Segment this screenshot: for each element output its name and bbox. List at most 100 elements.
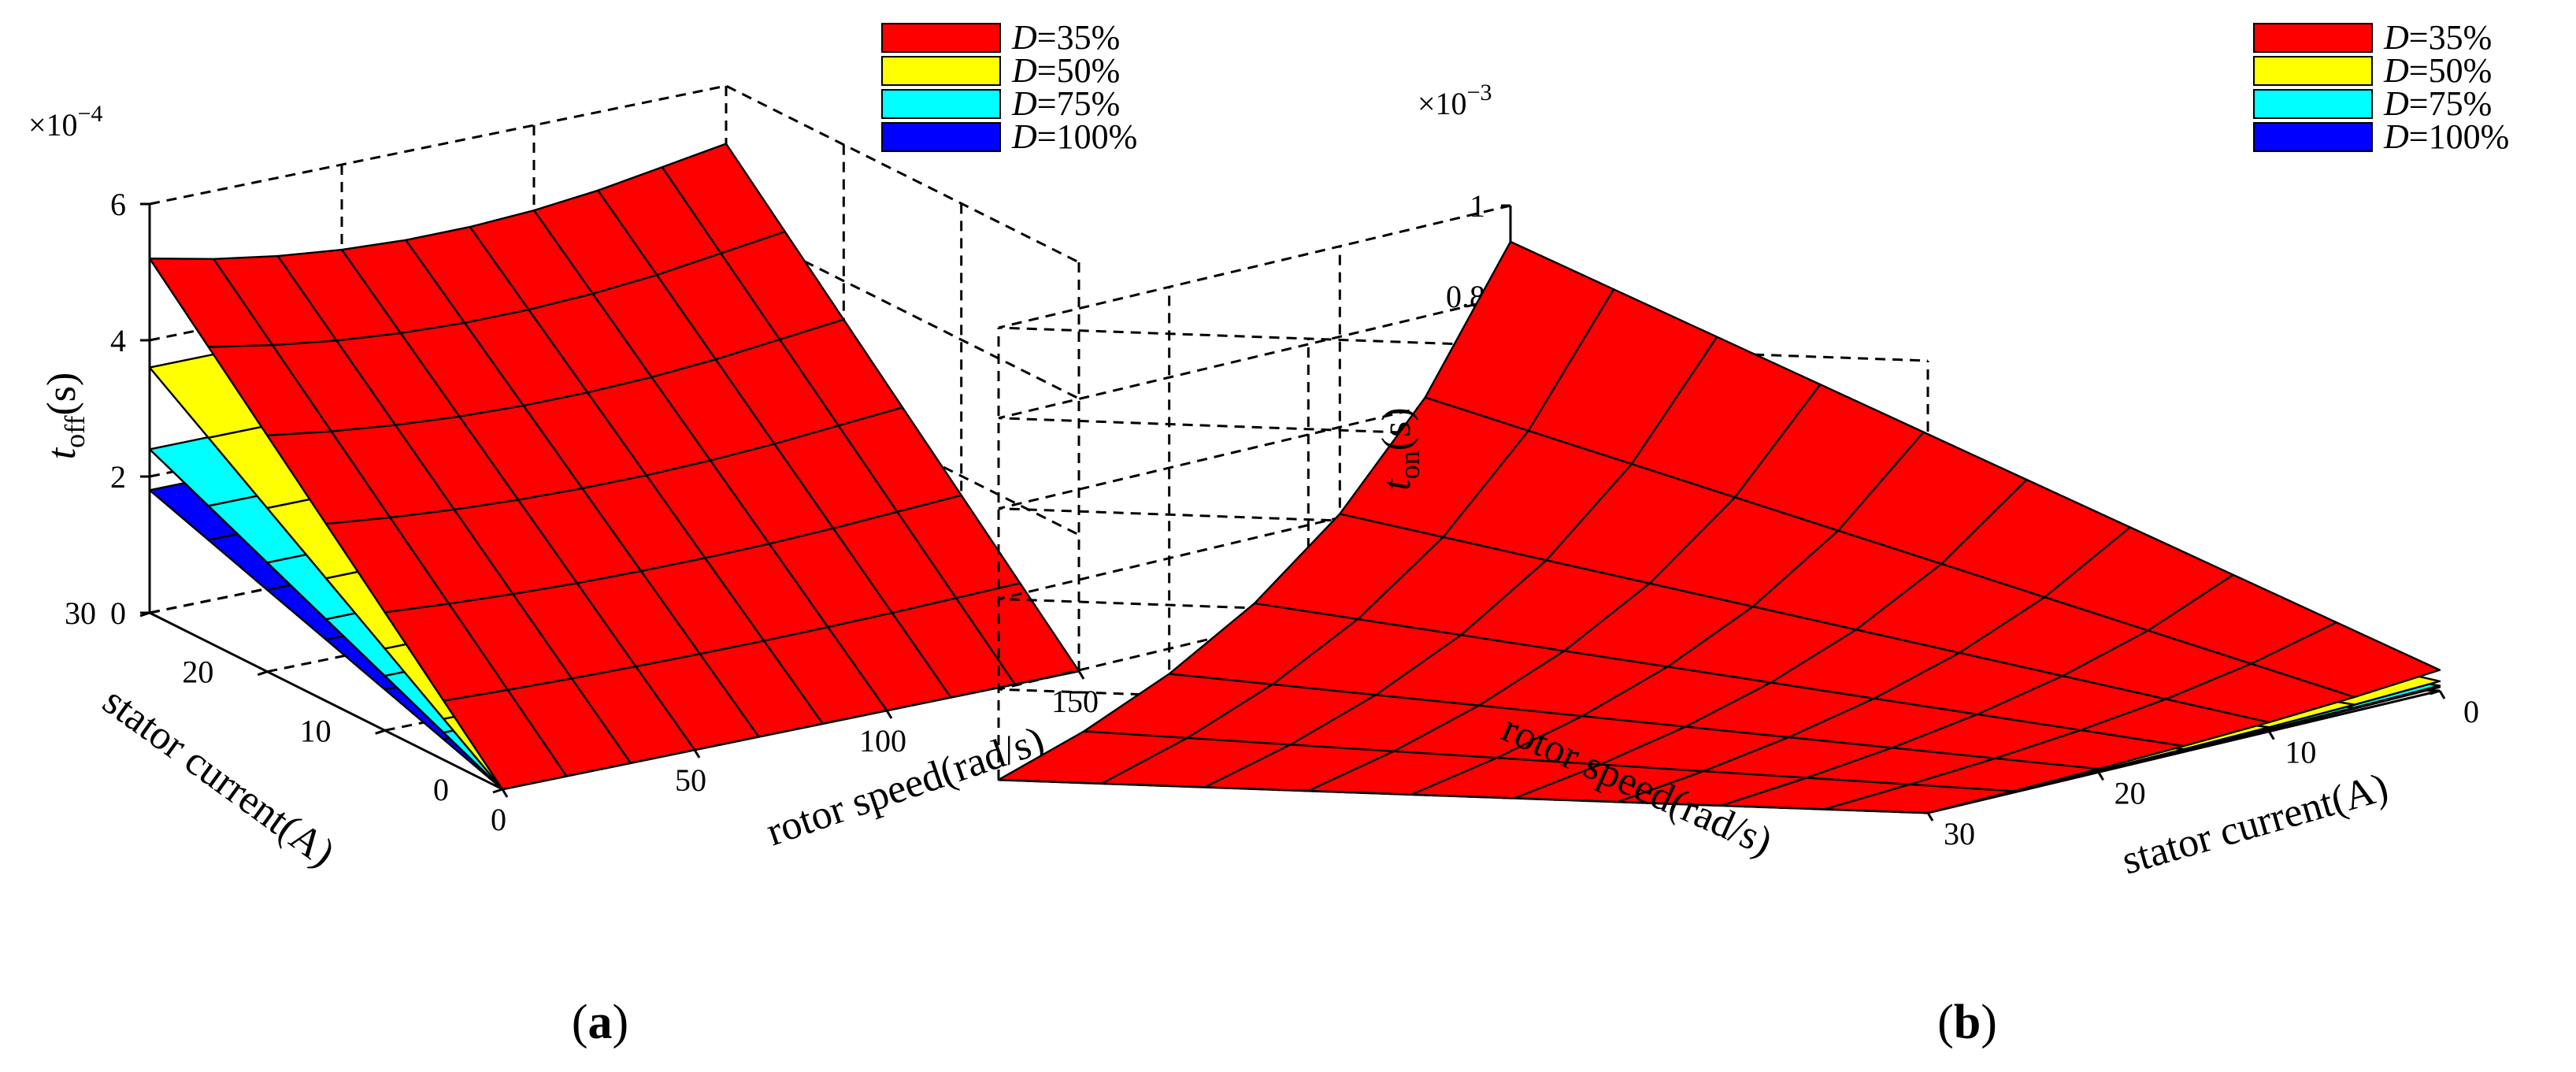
- x-tick-mark: [2438, 690, 2446, 699]
- caption-open: (: [1937, 996, 1954, 1049]
- y-tick-mark: [492, 788, 503, 794]
- legend-swatch: [2253, 89, 2373, 119]
- legend-swatch: [881, 23, 1001, 53]
- legend-item: D=35%: [881, 18, 1120, 57]
- legend-var: D: [2383, 18, 2409, 57]
- legend-label: D=100%: [1011, 117, 1137, 156]
- caption-close: ): [1981, 996, 1997, 1049]
- axis-exponent: ×10−3: [1418, 80, 1492, 121]
- x-tick-mark: [501, 788, 509, 798]
- legend-duty: =35%: [2409, 18, 2492, 57]
- legend-duty: =100%: [2409, 117, 2509, 156]
- x-tick-label: 50: [675, 762, 706, 798]
- legend-var: D: [1011, 51, 1037, 90]
- legend-duty: =50%: [1037, 51, 1120, 90]
- z-tick-label: 0: [110, 595, 126, 631]
- caption-close: ): [613, 996, 629, 1049]
- surfaces: [997, 240, 2441, 814]
- surfaces: [148, 143, 1080, 791]
- legend-item: D=35%: [2253, 18, 2492, 57]
- legend-var: D: [1011, 18, 1037, 57]
- caption-letter: a: [588, 996, 613, 1049]
- legend-duty: =100%: [1037, 117, 1137, 156]
- legend-item: D=75%: [2253, 84, 2492, 123]
- x-tick-label: 150: [1051, 684, 1099, 719]
- legend-var: D: [1011, 117, 1037, 156]
- z-label-sub: off: [59, 416, 91, 448]
- legend-swatch: [2253, 23, 2373, 53]
- legend-label: D=50%: [2383, 51, 2492, 90]
- z-label-var: t: [39, 447, 84, 459]
- legend-label: D=50%: [1011, 51, 1120, 90]
- x-tick-mark: [1077, 670, 1085, 680]
- z-label-var: t: [1374, 478, 1419, 491]
- exponent-base: ×10: [1418, 86, 1467, 121]
- legend-label: D=75%: [1011, 84, 1120, 123]
- x-tick-mark: [693, 749, 701, 759]
- legend-var: D: [2383, 117, 2409, 156]
- z-axis-label: ton(s): [1374, 407, 1425, 490]
- x-tick-label: 30: [1944, 816, 1975, 851]
- z-label-unit: (s): [39, 373, 84, 416]
- legend-label: D=100%: [2383, 117, 2509, 156]
- y-tick-label: 30: [65, 595, 96, 631]
- caption-open: (: [572, 996, 588, 1049]
- legend-duty: =50%: [2409, 51, 2492, 90]
- legend: D=35%D=50%D=75%D=100%: [881, 18, 1137, 156]
- y-tick-label: 0: [433, 772, 449, 807]
- legend-var: D: [2383, 51, 2409, 90]
- y-tick-mark: [257, 670, 268, 677]
- surface-facet: [1823, 783, 2014, 814]
- y-tick-mark: [375, 729, 386, 735]
- legend-item: D=50%: [2253, 51, 2492, 90]
- legend-item: D=75%: [881, 84, 1120, 123]
- grid-line: [149, 84, 1080, 264]
- legend-duty: =75%: [2409, 84, 2492, 123]
- exponent-power: −3: [1467, 80, 1492, 106]
- z-tick-label: 6: [110, 187, 126, 222]
- legend-swatch: [2253, 122, 2373, 152]
- x-tick-label: 0: [2463, 694, 2479, 729]
- panel-caption: (a): [572, 996, 628, 1049]
- x-tick-label: 0: [491, 802, 506, 837]
- x-tick-mark: [2268, 730, 2275, 740]
- x-tick-label: 20: [2115, 775, 2146, 810]
- y-axis-label: stator current(A): [95, 678, 343, 876]
- z-tick-label: 4: [110, 323, 126, 358]
- surface-35%: [148, 143, 1080, 791]
- legend-item: D=50%: [881, 51, 1120, 90]
- y-tick-label: 20: [182, 655, 213, 690]
- legend-swatch: [881, 89, 1001, 119]
- exponent-base: ×10: [28, 107, 78, 143]
- legend-item: D=100%: [881, 117, 1137, 156]
- legend-label: D=35%: [1011, 18, 1120, 57]
- legend-swatch: [881, 122, 1001, 152]
- y-tick-mark: [2430, 689, 2441, 696]
- legend-label: D=75%: [2383, 84, 2492, 123]
- surface-facet: [443, 688, 568, 791]
- x-tick-label: 100: [859, 723, 906, 759]
- axis-exponent: ×10−4: [28, 101, 102, 143]
- y-axis: [149, 611, 503, 791]
- legend-duty: =75%: [1037, 84, 1120, 123]
- x-tick-label: 10: [2285, 735, 2316, 770]
- z-tick-label: 1: [1470, 188, 1485, 224]
- surface-35%: [997, 240, 2441, 814]
- legend-item: D=100%: [2253, 117, 2509, 156]
- exponent-power: −4: [78, 101, 103, 127]
- caption-letter: b: [1954, 996, 1981, 1049]
- panel-caption: (b): [1937, 996, 1997, 1049]
- legend-duty: =35%: [1037, 18, 1120, 57]
- y-tick-label: 10: [300, 713, 332, 748]
- legend-swatch: [881, 56, 1001, 86]
- x-tick-mark: [1926, 812, 1934, 822]
- x-axis-label: stator current(A): [2117, 765, 2393, 884]
- z-tick-label: 2: [110, 459, 126, 495]
- legend-var: D: [1011, 84, 1037, 123]
- z-label-unit: (s): [1374, 407, 1419, 451]
- legend-var: D: [2383, 84, 2409, 123]
- x-tick-mark: [2097, 771, 2104, 781]
- panel-b: 010203005010015000.20.40.60.81×10−3ton(s…: [997, 18, 2509, 1049]
- x-tick-mark: [885, 710, 893, 719]
